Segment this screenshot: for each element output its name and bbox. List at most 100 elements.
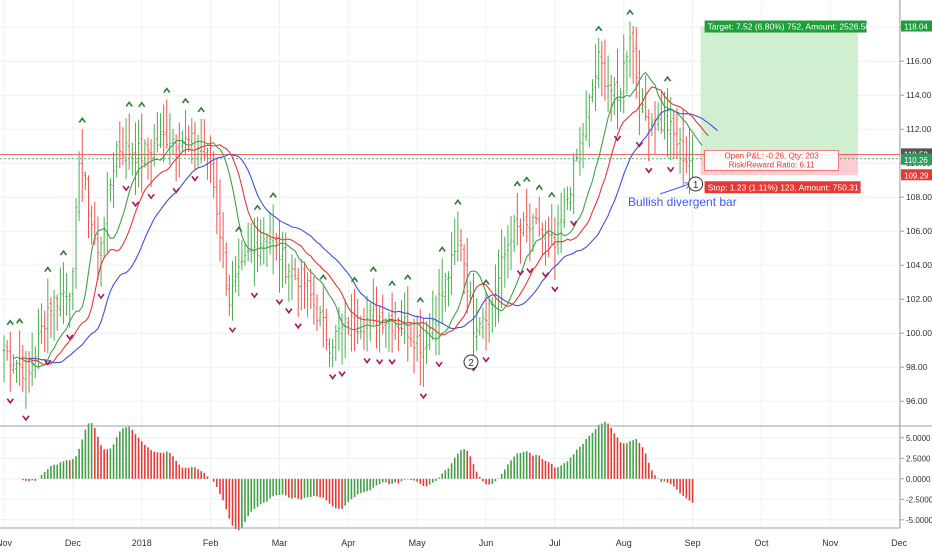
ohlc-bar xyxy=(638,50,641,136)
ohlc-bar xyxy=(484,291,488,351)
jaw-line xyxy=(28,108,718,364)
fractal-down xyxy=(228,327,237,334)
ohlc-bar xyxy=(2,335,6,383)
ohlc-bar xyxy=(631,26,635,84)
ohlc-bar xyxy=(87,175,90,239)
fractal-up xyxy=(269,192,277,198)
wave-2-label-circle xyxy=(463,354,479,370)
ohlc-bar xyxy=(503,236,507,288)
time-tick-label: Jul xyxy=(549,538,561,548)
ohlc-bar xyxy=(77,151,81,222)
fractal-up xyxy=(663,75,672,82)
ohlc-bar xyxy=(334,324,338,361)
ohlc-bar xyxy=(234,256,237,293)
target-label: Target: 7.52 (6.80%) 752, Amount: 2526.5… xyxy=(708,22,871,32)
ohlc-bar xyxy=(566,186,569,210)
ohlc-bar xyxy=(559,192,563,254)
fractal-down xyxy=(22,415,30,422)
ohlc-bar xyxy=(315,294,319,332)
ohlc-bar xyxy=(284,232,287,284)
ohlc-bar xyxy=(140,113,144,193)
fractal-up xyxy=(535,184,543,191)
fractal-down xyxy=(551,286,559,293)
ohlc-bar xyxy=(528,203,532,262)
pnl-box xyxy=(704,150,839,171)
ohlc-bar xyxy=(8,331,12,392)
ohlc-bar xyxy=(415,315,419,362)
ohlc-bar xyxy=(387,312,391,352)
price-tick-label: 104.00 xyxy=(906,260,932,270)
price-label: 118.04 xyxy=(904,23,928,32)
ohlc-bar xyxy=(362,307,366,350)
ohlc-bar xyxy=(475,298,478,351)
ohlc-bar xyxy=(171,128,175,156)
fractal-down xyxy=(147,193,155,200)
ohlc-bar xyxy=(162,104,165,163)
ohlc-bar xyxy=(544,220,547,266)
ohlc-bar xyxy=(49,297,53,338)
ohlc-bar xyxy=(375,286,378,349)
ohlc-bar xyxy=(12,354,15,374)
ohlc-bar xyxy=(90,205,93,245)
ohlc-bar xyxy=(606,55,610,113)
price-label: 109.29 xyxy=(904,171,929,180)
ohlc-bar xyxy=(121,127,125,166)
ohlc-bar xyxy=(650,112,654,137)
wave-1-label-circle xyxy=(688,176,704,192)
time-tick-label: Jun xyxy=(479,538,494,548)
ohlc-bar xyxy=(55,294,59,331)
price-tick-label: 100.00 xyxy=(906,328,932,338)
ohlc-bar xyxy=(115,140,118,178)
fractal-up xyxy=(235,226,243,232)
ohlc-bar xyxy=(80,129,84,203)
fractal-up xyxy=(369,266,377,272)
wave-2-label: 2 xyxy=(468,358,474,369)
ohlc-bar xyxy=(177,122,181,178)
ohlc-bar xyxy=(331,338,334,368)
fractal-up xyxy=(513,180,521,187)
ohlc-bar xyxy=(541,222,544,256)
time-tick-label: Oct xyxy=(754,538,769,548)
ohlc-bar xyxy=(500,229,503,308)
ohlc-bar xyxy=(603,39,607,101)
ohlc-bar xyxy=(212,151,216,199)
ohlc-bar xyxy=(218,179,222,262)
fractal-down xyxy=(285,308,293,314)
ohlc-bar xyxy=(378,305,381,353)
ohlc-bar xyxy=(575,148,579,162)
ohlc-bar xyxy=(62,262,65,325)
fractal-up xyxy=(482,279,490,285)
awesome-oscillator xyxy=(18,421,694,531)
ao-tick-label: -5.0000 xyxy=(906,516,932,525)
ohlc-bar xyxy=(525,188,529,243)
ohlc-bar xyxy=(99,236,103,288)
ohlc-bar xyxy=(221,211,225,269)
ohlc-bar xyxy=(24,351,28,409)
time-tick-label: Dec xyxy=(65,538,82,548)
fractal-down xyxy=(172,187,180,194)
ohlc-bar xyxy=(588,93,591,148)
fractal-up xyxy=(416,296,424,303)
ohlc-bar xyxy=(343,299,347,359)
time-tick-label: Feb xyxy=(203,538,219,548)
fractal-down xyxy=(131,201,140,208)
ao-tick-label: -2.5000 xyxy=(906,495,932,504)
ohlc-bar xyxy=(481,307,485,339)
ohlc-bar xyxy=(347,317,350,335)
fractal-down xyxy=(66,334,74,341)
ohlc-bar xyxy=(365,295,369,352)
ohlc-bar xyxy=(681,109,685,187)
ohlc-bar xyxy=(641,88,644,113)
ohlc-bar xyxy=(591,79,594,103)
ohlc-bar xyxy=(397,317,400,352)
ohlc-bar xyxy=(628,21,632,78)
rr-label: Risk/Reward Ratio: 6.11 xyxy=(729,160,815,169)
price-label-bg xyxy=(901,20,932,32)
ohlc-bar xyxy=(102,216,106,258)
ohlc-bar xyxy=(534,208,538,225)
ohlc-bar xyxy=(372,278,375,326)
ohlc-bar xyxy=(509,216,513,271)
fractal-down xyxy=(338,371,346,377)
price-tick-label: 96.00 xyxy=(906,396,928,406)
